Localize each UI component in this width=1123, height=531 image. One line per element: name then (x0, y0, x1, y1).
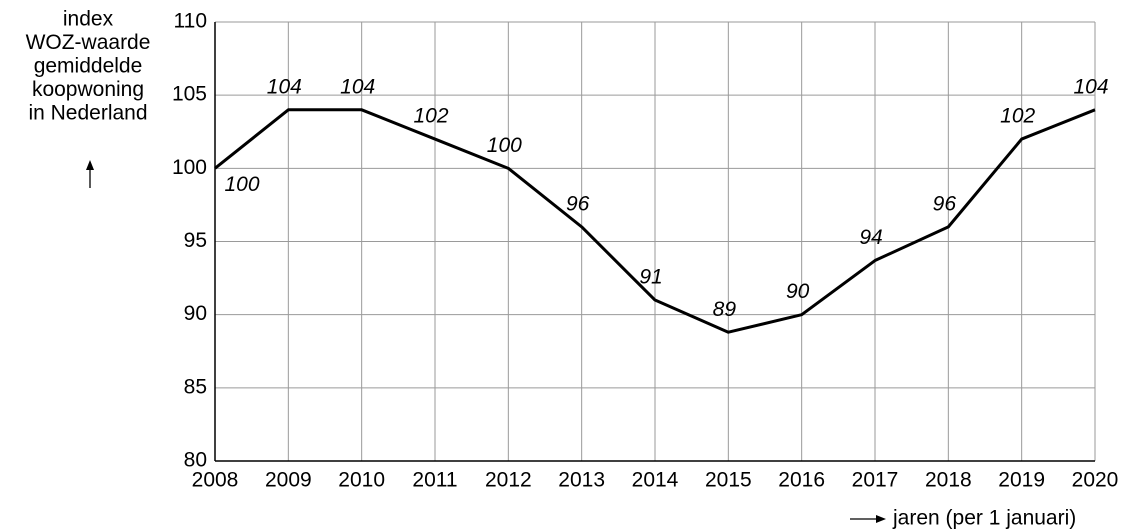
y-tick-label: 80 (184, 449, 207, 472)
y-axis-label: index (63, 8, 114, 31)
x-axis-label: jaren (per 1 januari) (892, 507, 1076, 530)
y-axis-label: WOZ-waarde (26, 31, 151, 54)
data-label: 90 (786, 280, 810, 303)
data-label: 104 (1073, 75, 1108, 98)
x-tick-label: 2013 (558, 469, 605, 492)
x-arrow-head (876, 515, 886, 523)
x-tick-label: 2018 (925, 469, 972, 492)
data-label: 89 (713, 298, 737, 321)
x-tick-label: 2008 (192, 469, 239, 492)
y-arrow-head (86, 160, 94, 170)
y-axis-label: gemiddelde (34, 55, 143, 78)
x-tick-label: 2015 (705, 469, 752, 492)
x-tick-label: 2017 (852, 469, 899, 492)
y-tick-label: 90 (184, 302, 207, 325)
y-axis-label: koopwoning (32, 78, 144, 101)
x-tick-label: 2016 (778, 469, 825, 492)
x-tick-label: 2014 (632, 469, 679, 492)
y-tick-label: 95 (184, 229, 207, 252)
data-label: 104 (340, 75, 375, 98)
y-tick-label: 85 (184, 375, 207, 398)
x-tick-label: 2011 (412, 469, 457, 492)
data-line (214, 108, 1096, 334)
y-tick-label: 110 (174, 10, 207, 33)
x-tick-label: 2009 (265, 469, 312, 492)
data-label: 102 (413, 105, 448, 128)
y-tick-label: 105 (172, 83, 207, 106)
data-label: 96 (933, 192, 957, 215)
data-label: 100 (487, 134, 522, 157)
data-label: 104 (267, 75, 302, 98)
x-tick-label: 2019 (998, 469, 1045, 492)
x-tick-label: 2020 (1072, 469, 1119, 492)
y-axis-label: in Nederland (28, 102, 147, 125)
data-label: 91 (639, 266, 662, 289)
data-label: 96 (566, 192, 590, 215)
data-label: 100 (224, 173, 259, 196)
y-tick-label: 100 (172, 156, 207, 179)
x-tick-label: 2010 (338, 469, 385, 492)
data-label: 102 (1000, 105, 1035, 128)
data-label: 94 (859, 226, 882, 249)
x-tick-label: 2012 (485, 469, 532, 492)
